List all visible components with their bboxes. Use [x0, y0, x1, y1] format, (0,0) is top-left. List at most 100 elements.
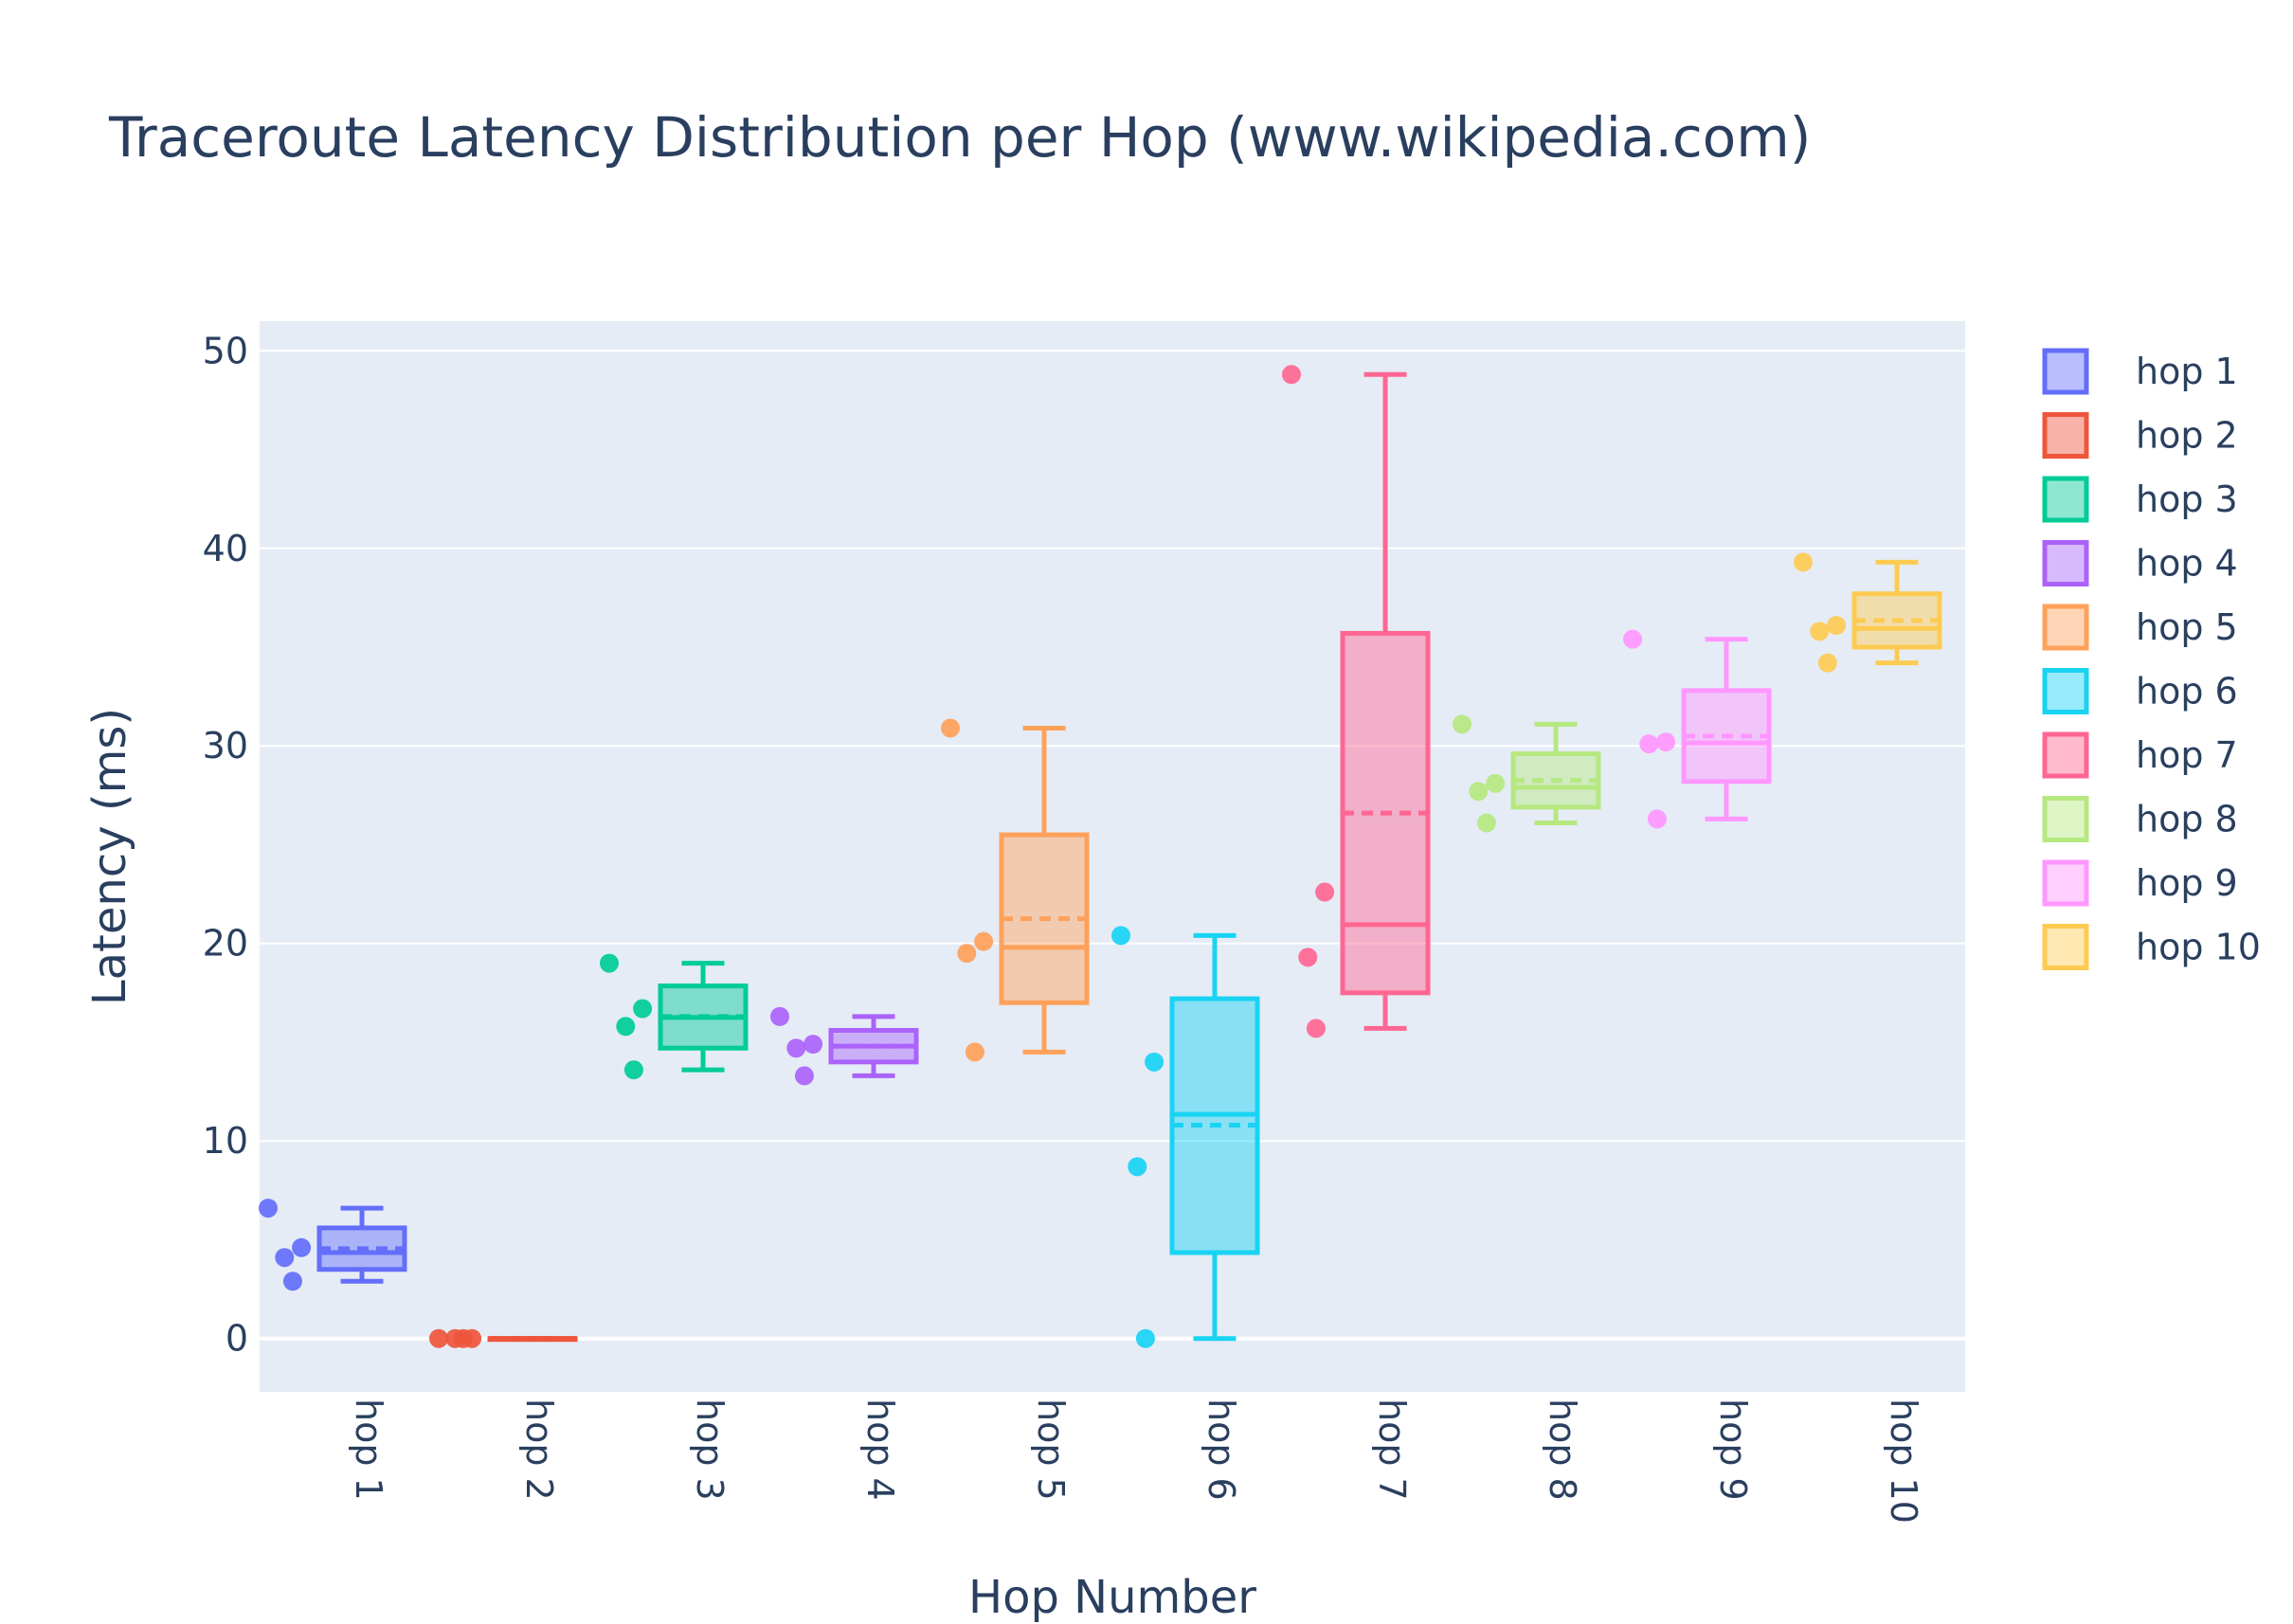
- legend-item-7: hop 7: [2042, 731, 2238, 779]
- y-tick-label: 50: [203, 330, 248, 371]
- box-trace-3: [600, 953, 749, 1080]
- box-trace-6: [1111, 926, 1260, 1348]
- data-point: [1623, 629, 1642, 649]
- data-point: [1827, 616, 1847, 636]
- x-tick-label: hop 6: [1201, 1398, 1242, 1501]
- x-tick-label: hop 3: [689, 1398, 731, 1501]
- box-trace-10: [1794, 552, 1942, 673]
- data-point: [429, 1328, 448, 1348]
- y-tick-label: 0: [226, 1318, 248, 1360]
- data-point: [770, 1006, 789, 1026]
- legend-label: hop 2: [2136, 415, 2238, 457]
- data-point: [786, 1038, 806, 1058]
- data-point: [1810, 622, 1830, 641]
- data-point: [1111, 926, 1130, 946]
- box-trace-4: [770, 1006, 919, 1086]
- legend-item-5: hop 5: [2042, 604, 2238, 651]
- x-axis-ticks: hop 1 hop 2 hop 3 hop 4 hop 5 hop 6 hop 7 hop 8…: [348, 1398, 1924, 1524]
- data-point: [259, 1199, 278, 1218]
- data-point: [974, 931, 994, 951]
- data-point: [600, 953, 619, 973]
- legend-item-6: hop 6: [2042, 668, 2238, 714]
- legend-item-2: hop 2: [2042, 412, 2238, 459]
- data-point: [1315, 882, 1335, 902]
- legend-item-4: hop 4: [2042, 540, 2238, 586]
- data-point: [1453, 714, 1471, 734]
- data-point: [1306, 1019, 1326, 1038]
- data-point: [1135, 1328, 1155, 1348]
- data-point: [633, 999, 653, 1019]
- y-axis-ticks: 0 10 20 30 40 50: [203, 330, 248, 1359]
- y-tick-label: 20: [203, 923, 248, 965]
- legend-swatch: [2042, 668, 2089, 714]
- legend-swatch: [2042, 476, 2089, 523]
- x-tick-label: hop 1: [348, 1398, 389, 1501]
- legend-swatch: [2042, 540, 2089, 586]
- legend-swatch: [2042, 604, 2089, 651]
- data-point: [616, 1017, 636, 1037]
- x-tick-label: hop 7: [1371, 1398, 1413, 1501]
- box-trace-1: [259, 1199, 407, 1291]
- data-point: [1298, 947, 1318, 967]
- box-trace-7: [1282, 365, 1431, 1038]
- box-trace-9: [1623, 629, 1772, 829]
- legend-swatch: [2042, 412, 2089, 459]
- legend: hop 1 hop 2 hop 3 hop 4 hop 5 hop 6 hop 7 hop 8…: [2042, 348, 2261, 970]
- legend-swatch: [2042, 348, 2089, 395]
- box-traces: [259, 365, 1942, 1348]
- legend-item-9: hop 9: [2042, 859, 2238, 907]
- data-point: [1476, 813, 1496, 833]
- y-axis-title: Latency (ms): [83, 708, 136, 1005]
- x-tick-label: hop 5: [1030, 1398, 1072, 1501]
- legend-label: hop 5: [2136, 606, 2238, 648]
- x-tick-label: hop 9: [1712, 1398, 1754, 1501]
- x-tick-label: hop 4: [859, 1398, 901, 1501]
- box-trace-8: [1453, 714, 1601, 833]
- legend-label: hop 9: [2136, 862, 2238, 904]
- y-tick-label: 30: [203, 725, 248, 767]
- data-point: [275, 1248, 295, 1268]
- box-trace-2: [429, 1328, 578, 1348]
- box-trace-5: [941, 718, 1090, 1062]
- legend-item-10: hop 10: [2042, 924, 2261, 970]
- gridlines: [260, 350, 1965, 1341]
- legend-label: hop 10: [2136, 927, 2261, 968]
- data-point: [803, 1035, 823, 1055]
- legend-label: hop 6: [2136, 671, 2238, 713]
- data-point: [941, 718, 960, 738]
- data-point: [1794, 552, 1813, 572]
- legend-label: hop 1: [2136, 351, 2238, 392]
- legend-item-1: hop 1: [2042, 348, 2238, 395]
- legend-label: hop 4: [2136, 543, 2238, 585]
- legend-item-3: hop 3: [2042, 476, 2238, 523]
- legend-label: hop 7: [2136, 734, 2238, 776]
- data-point: [1656, 732, 1676, 752]
- data-point: [957, 944, 977, 964]
- y-tick-label: 10: [203, 1120, 248, 1162]
- data-point: [623, 1060, 643, 1080]
- data-point: [1128, 1157, 1147, 1177]
- data-point: [965, 1042, 984, 1062]
- x-tick-label: hop 8: [1542, 1398, 1583, 1501]
- chart-title: Traceroute Latency Distribution per Hop …: [108, 105, 1811, 170]
- legend-swatch: [2042, 731, 2089, 779]
- y-tick-label: 40: [203, 528, 248, 569]
- data-point: [1647, 809, 1667, 829]
- legend-swatch: [2042, 924, 2089, 970]
- data-point: [1639, 734, 1659, 754]
- data-point: [282, 1272, 302, 1291]
- data-point: [1282, 365, 1301, 385]
- data-point: [1469, 782, 1489, 802]
- plot-area: [260, 321, 1965, 1392]
- data-point: [453, 1328, 473, 1348]
- data-point: [1145, 1052, 1165, 1072]
- legend-item-8: hop 8: [2042, 796, 2238, 842]
- x-tick-label: hop 10: [1883, 1398, 1924, 1524]
- data-point: [1817, 653, 1837, 673]
- legend-swatch: [2042, 796, 2089, 842]
- data-point: [292, 1237, 312, 1257]
- x-axis-title: Hop Number: [968, 1571, 1256, 1624]
- legend-swatch: [2042, 859, 2089, 907]
- data-point: [1486, 773, 1506, 793]
